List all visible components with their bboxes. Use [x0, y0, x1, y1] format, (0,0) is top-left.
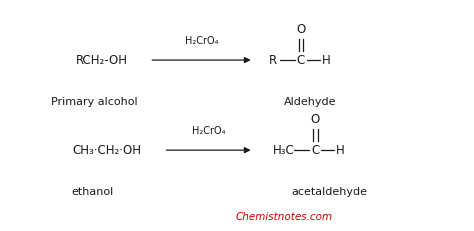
Text: H: H — [336, 144, 345, 157]
Text: H: H — [322, 54, 330, 67]
Text: O: O — [296, 23, 306, 36]
Text: C: C — [311, 144, 319, 157]
Text: H₂CrO₄: H₂CrO₄ — [192, 126, 225, 136]
Text: O: O — [310, 113, 320, 126]
Text: Aldehyde: Aldehyde — [284, 97, 337, 107]
Text: Primary alcohol: Primary alcohol — [52, 97, 138, 107]
Text: H₂CrO₄: H₂CrO₄ — [185, 36, 218, 46]
Text: R: R — [268, 54, 277, 67]
Text: H₃C: H₃C — [273, 144, 294, 157]
Text: CH₃·CH₂·OH: CH₃·CH₂·OH — [72, 144, 141, 157]
Text: ethanol: ethanol — [71, 187, 114, 197]
Text: RCH₂-OH: RCH₂-OH — [76, 54, 128, 67]
Text: acetaldehyde: acetaldehyde — [292, 187, 367, 197]
Text: C: C — [297, 54, 305, 67]
Text: Chemistnotes.com: Chemistnotes.com — [236, 212, 333, 222]
